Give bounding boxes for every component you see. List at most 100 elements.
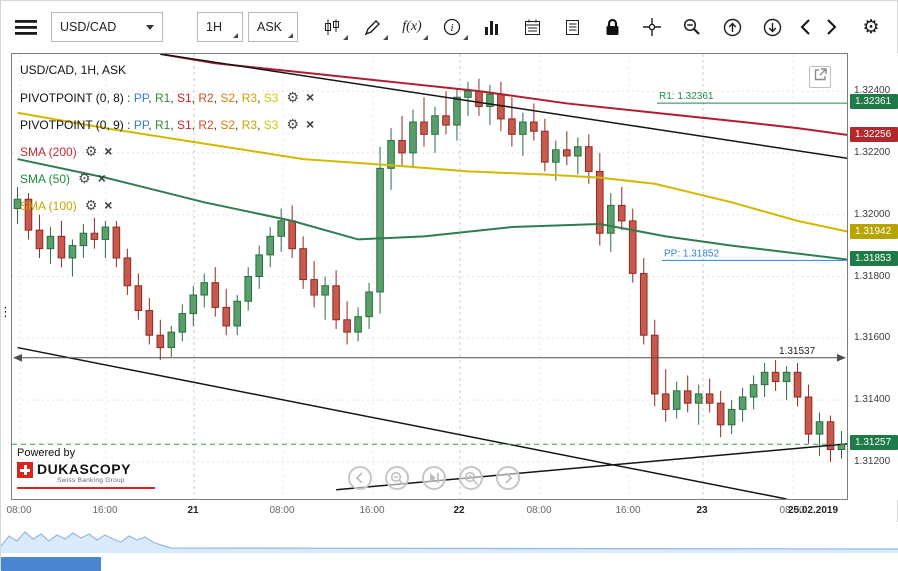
legend-separator: :	[123, 118, 134, 132]
chevron-corner-icon	[463, 35, 468, 40]
pivot-level-pp: PP	[133, 91, 149, 105]
side-dropdown[interactable]: ASK	[248, 12, 298, 42]
indicator-remove-icon[interactable]: ×	[104, 197, 113, 213]
indicator-settings-icon[interactable]: ⚙	[78, 170, 91, 186]
pivot-level-r2: R2	[198, 91, 214, 105]
time-axis-label: 22	[453, 505, 465, 516]
scroll-left-icon	[800, 19, 811, 35]
skip-latest-button[interactable]	[422, 466, 446, 490]
zoom-out-toolbar-button[interactable]	[672, 11, 712, 43]
navigator-sparkline	[1, 531, 898, 553]
info-icon: i	[443, 18, 461, 36]
legend-separator: ,	[235, 91, 242, 105]
timeframe-dropdown[interactable]: 1H	[197, 12, 243, 42]
time-axis[interactable]: 08:00 16:00 21 08:00 16:00 22 08:00 16:00 23 08:0…	[6, 502, 848, 519]
legend-separator: ,	[213, 118, 221, 132]
legend-separator: ,	[191, 118, 199, 132]
indicator-remove-icon[interactable]: ×	[305, 116, 315, 132]
powered-by-block: Powered by DUKASCOPY Swiss Banking Group	[17, 447, 155, 489]
legend-separator: ,	[257, 91, 264, 105]
svg-text:PP: 1.31852: PP: 1.31852	[664, 248, 719, 259]
export-down-button[interactable]	[752, 11, 792, 43]
menu-button[interactable]	[9, 11, 43, 43]
zoom-out-icon	[683, 18, 701, 36]
play-right-button[interactable]	[496, 466, 520, 490]
powered-by-text: Powered by	[17, 447, 76, 459]
time-axis-label: 08:00	[6, 505, 32, 516]
brand-underline	[17, 487, 155, 489]
pivot-level-s2: S2	[220, 118, 236, 132]
indicator-remove-icon[interactable]: ×	[97, 170, 106, 186]
indicator-settings-icon[interactable]: ⚙	[84, 143, 98, 159]
indicator-settings-icon[interactable]: ⚙	[286, 116, 299, 132]
indicator-settings-icon[interactable]: ⚙	[84, 197, 98, 213]
indicator-row: PIVOTPOINT (0, 8) : PP, R1, S1, R2, S2, …	[20, 84, 314, 111]
indicator-name: SMA (100)	[20, 199, 77, 213]
legend-separator: ,	[257, 118, 264, 132]
zoom-in-button[interactable]	[459, 466, 483, 490]
settings-gear-icon: ⚙	[862, 16, 880, 38]
time-axis-label: 16:00	[615, 505, 641, 516]
pivot-level-r2: R2	[198, 118, 214, 132]
price-axis-tick: 1.32000	[854, 208, 891, 220]
time-axis-label: 25.02.2019	[787, 505, 839, 516]
chart-plot-area[interactable]: 1.31537 R1: 1.32361 PP: 1.31852 USD/CAD, 1…	[11, 53, 848, 500]
legend-separator: ,	[213, 91, 221, 105]
candlestick-chart[interactable]: 1.31537 R1: 1.32361 PP: 1.31852	[12, 54, 847, 499]
price-axis-tick: 1.31800	[854, 270, 891, 282]
draw-pencil-icon	[364, 19, 381, 36]
indicator-remove-icon[interactable]: ×	[104, 143, 113, 159]
chart-type-candles-icon	[323, 19, 341, 36]
scroll-left-button[interactable]	[792, 11, 818, 43]
indicator-name: SMA (200)	[20, 145, 77, 159]
chevron-corner-icon	[423, 35, 428, 40]
price-axis[interactable]: 1.32400 1.32200 1.32000 1.31800 1.31600 1.314…	[850, 53, 898, 500]
popout-chart-button[interactable]	[809, 66, 831, 88]
draw-tools-button[interactable]	[352, 11, 392, 43]
symbol-dropdown[interactable]: USD/CAD	[51, 12, 163, 42]
indicator-row: SMA (200) ⚙ ×	[20, 138, 314, 165]
pivot-level-pp: PP	[133, 118, 149, 132]
info-button[interactable]: i	[432, 11, 472, 43]
price-badge: 1.31257	[850, 435, 898, 451]
pane-splitter-handle[interactable]: ⋮	[0, 294, 12, 330]
indicator-settings-icon[interactable]: ⚙	[286, 89, 299, 105]
calendar-button[interactable]	[512, 11, 552, 43]
brand-name: DUKASCOPY	[37, 461, 131, 477]
scrollbar-thumb[interactable]	[1, 557, 101, 571]
indicators-button[interactable]: f(x)	[392, 11, 432, 43]
brand-tagline: Swiss Banking Group	[57, 477, 125, 484]
legend-separator: ,	[235, 118, 242, 132]
pan-left-button[interactable]	[348, 466, 372, 490]
news-button[interactable]	[552, 11, 592, 43]
zoom-out-button[interactable]	[385, 466, 409, 490]
price-axis-tick: 1.31200	[854, 455, 891, 467]
svg-text:i: i	[450, 22, 453, 34]
time-axis-label: 23	[696, 505, 708, 516]
timeframe-label: 1H	[206, 20, 222, 34]
crosshair-icon	[643, 18, 661, 36]
price-axis-tick: 1.32200	[854, 146, 891, 158]
toolbar: USD/CAD 1H ASK f	[9, 9, 891, 45]
indicator-row: SMA (100) ⚙ ×	[20, 192, 314, 219]
lock-button[interactable]	[592, 11, 632, 43]
volume-button[interactable]	[472, 11, 512, 43]
time-axis-label: 21	[187, 505, 199, 516]
price-badge: 1.32361	[850, 94, 898, 110]
pivot-level-r1: R1	[154, 91, 171, 105]
export-up-button[interactable]	[712, 11, 752, 43]
crosshair-button[interactable]	[632, 11, 672, 43]
scroll-right-button[interactable]	[818, 11, 844, 43]
indicator-remove-icon[interactable]: ×	[305, 89, 315, 105]
pivot-level-s3: S3	[263, 118, 279, 132]
chart-type-button[interactable]	[312, 11, 352, 43]
chart-legend: USD/CAD, 1H, ASK PIVOTPOINT (0, 8) : PP, …	[20, 57, 314, 219]
chevron-down-icon	[146, 24, 154, 30]
legend-separator: ,	[170, 91, 177, 105]
price-axis-tick: 1.32400	[854, 85, 891, 97]
legend-separator: :	[123, 91, 134, 105]
legend-separator: ,	[191, 91, 199, 105]
news-journal-icon	[564, 19, 581, 36]
navigator-strip	[1, 522, 898, 571]
settings-button[interactable]: ⚙	[851, 11, 891, 43]
